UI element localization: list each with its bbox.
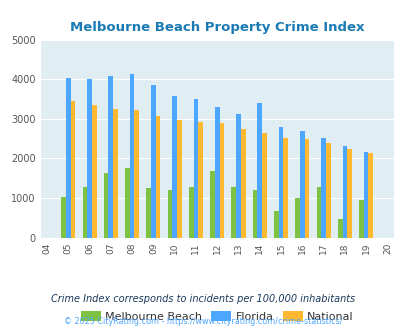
Bar [167,190,172,238]
Bar [240,129,245,238]
Bar [214,107,219,238]
Bar [346,149,351,238]
Bar [368,153,372,238]
Bar [66,79,70,238]
Bar [363,152,368,238]
Bar [172,96,177,238]
Bar [125,168,130,238]
Bar [231,186,236,238]
Text: Crime Index corresponds to incidents per 100,000 inhabitants: Crime Index corresponds to incidents per… [51,294,354,304]
Bar [130,74,134,238]
Bar [151,85,156,238]
Bar [70,101,75,238]
Bar [299,131,304,238]
Bar [316,187,320,238]
Bar [156,116,160,238]
Bar [262,133,266,238]
Bar [146,188,151,238]
Bar [92,105,96,238]
Bar [342,146,346,238]
Bar [113,109,117,238]
Bar [188,187,193,238]
Bar [193,99,198,238]
Bar [294,198,299,238]
Bar [236,114,240,238]
Bar [273,212,278,238]
Bar [358,200,363,238]
Bar [252,190,257,238]
Bar [320,138,325,238]
Bar [82,187,87,238]
Bar [87,79,92,238]
Bar [283,138,288,238]
Text: © 2025 CityRating.com - https://www.cityrating.com/crime-statistics/: © 2025 CityRating.com - https://www.city… [64,317,341,326]
Bar [134,110,139,238]
Bar [61,197,66,238]
Title: Melbourne Beach Property Crime Index: Melbourne Beach Property Crime Index [70,21,364,34]
Bar [210,171,214,238]
Bar [325,143,330,238]
Bar [257,103,262,238]
Bar [108,76,113,238]
Bar [337,218,342,238]
Bar [177,120,181,238]
Bar [278,127,283,238]
Bar [219,123,224,238]
Bar [304,139,309,238]
Bar [104,174,108,238]
Bar [198,122,202,238]
Legend: Melbourne Beach, Florida, National: Melbourne Beach, Florida, National [76,307,357,326]
